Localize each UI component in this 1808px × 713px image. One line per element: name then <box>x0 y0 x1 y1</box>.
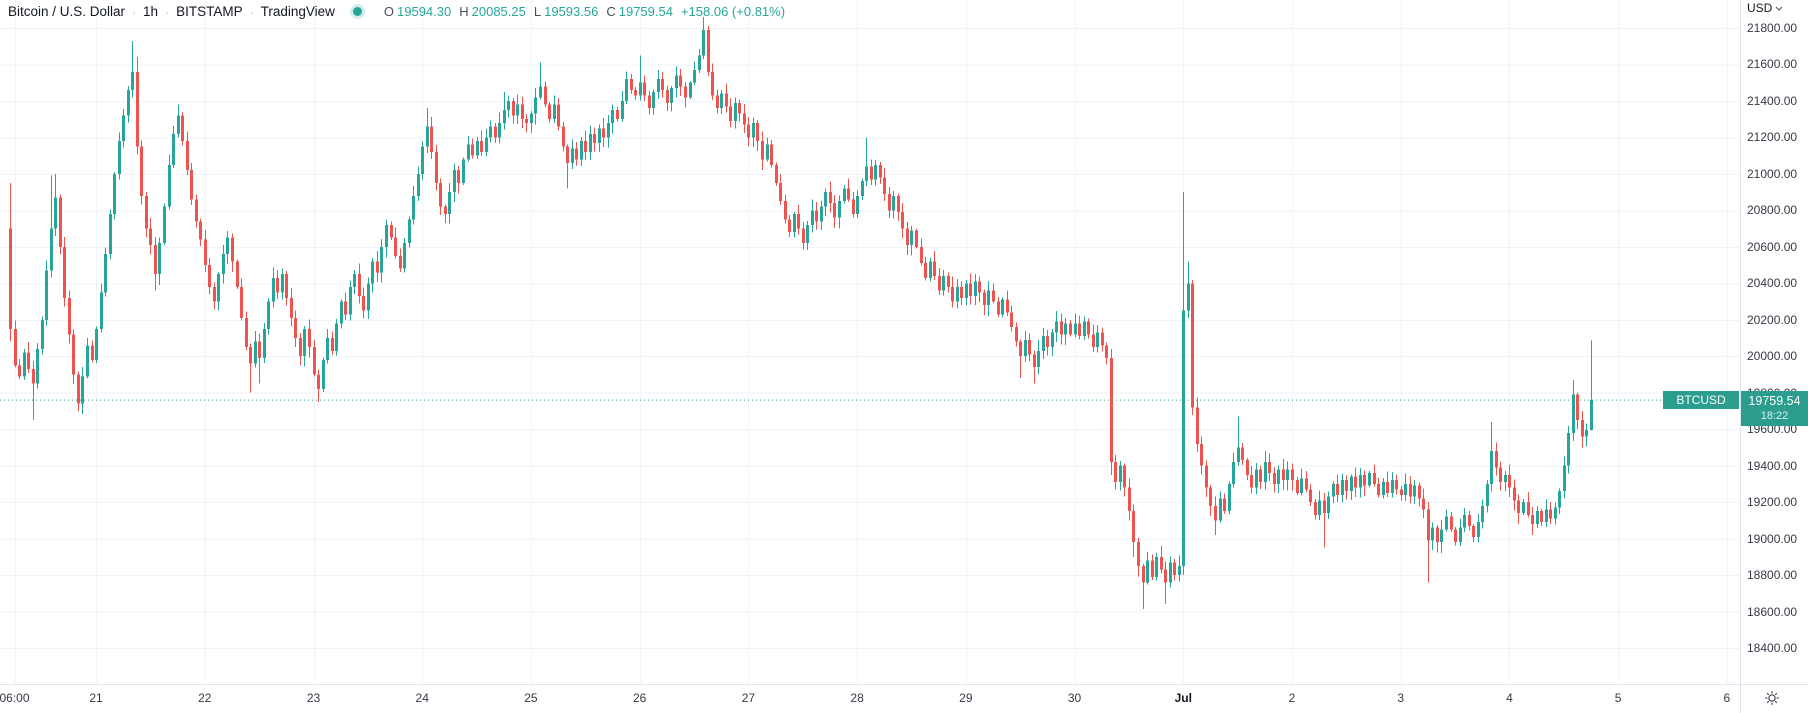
legend-separator: · <box>165 4 170 19</box>
price-tick-label: 21200.00 <box>1747 130 1798 145</box>
price-tick-label: 21000.00 <box>1747 166 1798 181</box>
time-tick-label: 29 <box>959 691 973 705</box>
time-tick-label: 2 <box>1288 691 1296 705</box>
time-tick-label: 6 <box>1723 691 1731 705</box>
low-label: L <box>533 4 542 19</box>
price-axis[interactable]: USD 21800.00 21600.00 21400.00 21200.00 2100… <box>1740 0 1808 713</box>
price-tick-label: 21600.00 <box>1747 57 1798 72</box>
price-tick-label: 20800.00 <box>1747 203 1798 218</box>
last-price-tag: 19759.54 18:22 <box>1741 391 1808 426</box>
price-tick-label: 19000.00 <box>1747 531 1798 546</box>
time-tick-label: 23 <box>306 691 321 705</box>
price-tick-label: 18400.00 <box>1747 641 1798 655</box>
chart-legend: Bitcoin / U.S. Dollar · 1h · BITSTAMP · … <box>8 4 785 19</box>
time-tick-label: 06:00 <box>0 691 30 705</box>
price-tick-label: 18800.00 <box>1747 568 1798 583</box>
high-label: H <box>459 4 469 19</box>
price-tick-label: 21800.00 <box>1747 21 1798 35</box>
price-tick-label: 19200.00 <box>1747 495 1798 510</box>
symbol-price-line-badge: BTCUSD <box>1663 391 1739 409</box>
currency-label: USD <box>1747 1 1773 15</box>
chevron-down-icon <box>1775 6 1783 11</box>
time-tick-label: 5 <box>1614 691 1622 705</box>
open-value: 19594.30 <box>397 4 452 19</box>
time-tick-label: 22 <box>198 691 212 705</box>
price-tick-label: 21400.00 <box>1747 93 1798 108</box>
exchange-label[interactable]: BITSTAMP <box>176 4 243 19</box>
last-price-value: 19759.54 <box>1748 394 1801 408</box>
last-price-time: 18:22 <box>1760 410 1789 422</box>
time-tick-label: 25 <box>524 691 538 705</box>
time-tick-label: 27 <box>741 691 756 705</box>
time-tick-label: 26 <box>632 691 647 705</box>
time-tick-label: Jul <box>1174 691 1192 705</box>
interval-label[interactable]: 1h <box>143 4 159 19</box>
platform-link[interactable]: TradingView <box>260 4 335 19</box>
time-axis[interactable]: 06:00 21 22 23 24 25 26 27 28 29 30 Jul 2 3 4 5 6 <box>0 685 1740 713</box>
price-tick-label: 19400.00 <box>1747 458 1798 473</box>
time-tick-label: 21 <box>89 691 103 705</box>
candlestick-chart[interactable] <box>0 0 1740 684</box>
close-value: 19759.54 <box>618 4 673 19</box>
price-tick-label: 20200.00 <box>1747 312 1798 327</box>
time-axis-border <box>0 684 1808 685</box>
ohlc-readout: O 19594.30 H 20085.25 L 19593.56 C 19759… <box>376 4 785 19</box>
price-tick-label: 20000.00 <box>1747 349 1798 364</box>
time-tick-label: 28 <box>850 691 864 705</box>
settings-gear-icon[interactable] <box>1761 687 1783 709</box>
legend-separator: · <box>249 4 254 19</box>
change-value: +158.06 (+0.81%) <box>680 4 786 19</box>
open-label: O <box>383 4 395 19</box>
market-status-icon[interactable] <box>352 7 362 16</box>
time-tick-label: 3 <box>1397 691 1405 705</box>
time-tick-label: 4 <box>1506 691 1513 705</box>
low-value: 19593.56 <box>544 4 599 19</box>
chart-plot-area[interactable]: Bitcoin / U.S. Dollar · 1h · BITSTAMP · … <box>0 0 1740 684</box>
legend-separator: · <box>132 4 137 19</box>
price-tick-label: 20600.00 <box>1747 239 1798 254</box>
price-tick-label: 20400.00 <box>1747 276 1798 291</box>
time-tick-label: 30 <box>1067 691 1082 705</box>
symbol-name[interactable]: Bitcoin / U.S. Dollar <box>8 4 126 19</box>
high-value: 20085.25 <box>471 4 526 19</box>
close-label: C <box>606 4 616 19</box>
time-tick-label: 24 <box>415 691 429 705</box>
currency-unit-switcher[interactable]: USD <box>1747 1 1783 15</box>
price-tick-label: 18600.00 <box>1747 604 1798 619</box>
